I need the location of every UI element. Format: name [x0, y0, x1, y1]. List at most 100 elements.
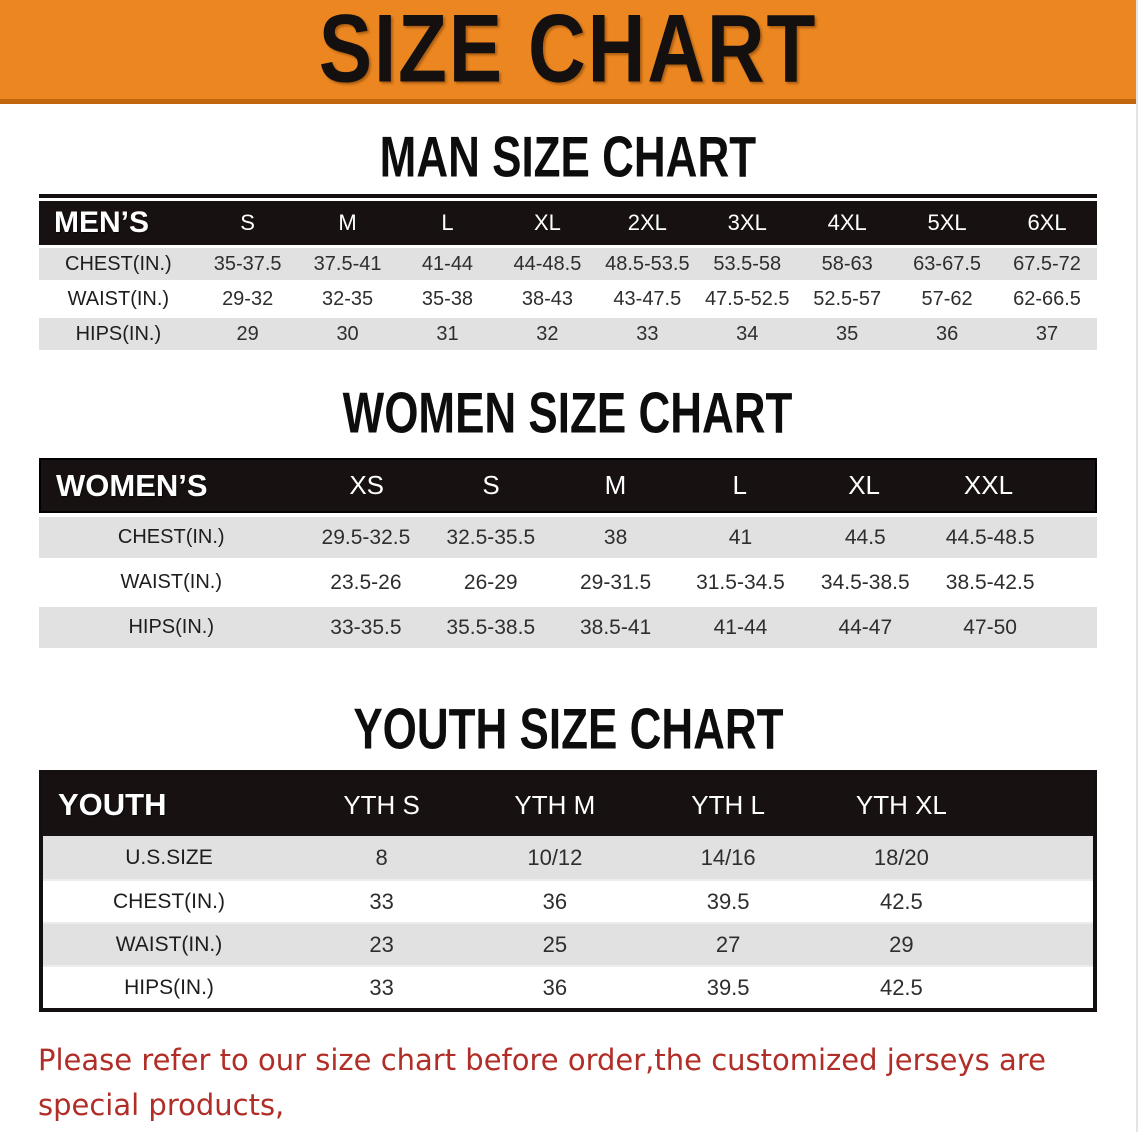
value-cell: 44-48.5	[513, 252, 582, 275]
value-cell: 30	[336, 322, 359, 345]
disclaimer-line-1: Please refer to our size chart before or…	[38, 1043, 1046, 1122]
size-column-header: L	[732, 470, 747, 500]
man-heading-text: MAN SIZE CHART	[379, 124, 757, 190]
size-column-header: M	[338, 210, 357, 235]
value-cell: 47-50	[963, 615, 1017, 639]
youth-size-table: YOUTH YTH S YTH M YTH L YTH XL U.S.SIZE 8 10/12…	[39, 770, 1097, 1012]
value-cell: 26-29	[463, 570, 518, 594]
row-label: HIPS(IN.)	[124, 975, 214, 999]
size-column-header: YTH M	[514, 789, 596, 820]
value-cell: 14/16	[700, 844, 756, 870]
value-cell: 29-32	[222, 287, 274, 310]
value-cell: 43-47.5	[613, 287, 682, 310]
value-cell: 57-62	[921, 287, 973, 310]
value-cell: 53.5-58	[713, 252, 782, 275]
man-section-heading: MAN SIZE CHART	[0, 125, 1136, 189]
row-label: CHEST(IN.)	[113, 889, 225, 913]
size-column-header: XL	[848, 470, 881, 500]
measurement-row: WAIST(IN.) 29-32 32-35 35-38 38-43 43-47.5 47.…	[39, 283, 1097, 315]
men-table-header-row: MEN’S S M L XL 2XL 3XL 4XL 5XL 6XL	[39, 201, 1097, 245]
measurement-row: HIPS(IN.) 29 30 31 32 33 34 35 36 37	[39, 318, 1097, 350]
women-size-table: WOMEN’S XS S M L XL XXL CHEST(IN.) 29.5-32.5 32.5…	[39, 458, 1097, 648]
value-cell: 10/12	[527, 844, 583, 870]
value-cell: 18/20	[873, 844, 929, 870]
measurement-row: WAIST(IN.) 23.5-26 26-29 29-31.5 31.5-34.5 34…	[39, 562, 1097, 603]
row-label: HIPS(IN.)	[75, 322, 162, 345]
value-cell: 38.5-42.5	[945, 570, 1035, 594]
value-cell: 33	[369, 974, 394, 1000]
size-column-header: YTH XL	[855, 789, 947, 820]
value-cell: 25	[542, 931, 568, 957]
size-column-header: XXL	[963, 470, 1014, 500]
row-label: U.S.SIZE	[125, 845, 213, 869]
value-cell: 23.5-26	[330, 570, 402, 594]
value-cell: 47.5-52.5	[705, 287, 790, 310]
value-cell: 48.5-53.5	[605, 252, 690, 275]
value-cell: 33	[636, 322, 659, 345]
value-cell: 44.5-48.5	[945, 525, 1035, 549]
value-cell: 29	[889, 931, 914, 957]
banner: SIZE CHART	[0, 0, 1136, 104]
value-cell: 36	[542, 888, 568, 914]
measurement-row: CHEST(IN.) 35-37.5 37.5-41 41-44 44-48.5 48.5…	[39, 248, 1097, 280]
women-section-heading: WOMEN SIZE CHART	[0, 381, 1136, 445]
value-cell: 35.5-38.5	[446, 615, 536, 639]
value-cell: 8	[375, 844, 388, 870]
value-cell: 29.5-32.5	[321, 525, 411, 549]
value-cell: 23	[369, 931, 394, 957]
size-column-header: XL	[533, 210, 561, 235]
value-cell: 37	[1035, 322, 1059, 345]
youth-section-heading: YOUTH SIZE CHART	[0, 697, 1136, 761]
value-cell: 33	[369, 888, 394, 914]
value-cell: 34.5-38.5	[820, 570, 910, 594]
table-corner-label: YOUTH	[58, 787, 167, 822]
value-cell: 36	[542, 974, 568, 1000]
table-corner-label: MEN’S	[54, 206, 150, 239]
size-column-header: S	[482, 470, 500, 500]
size-column-header: XS	[349, 470, 385, 500]
value-cell: 67.5-72	[1013, 252, 1081, 275]
row-label: CHEST(IN.)	[65, 252, 172, 275]
value-cell: 39.5	[706, 888, 750, 914]
size-column-header: 6XL	[1027, 210, 1067, 235]
measurement-row: U.S.SIZE 8 10/12 14/16 18/20	[43, 836, 1093, 879]
value-cell: 62-66.5	[1013, 287, 1081, 310]
value-cell: 32-35	[321, 287, 374, 310]
measurement-row: CHEST(IN.) 29.5-32.5 32.5-35.5 38 41 44.5 44.5…	[39, 517, 1097, 558]
value-cell: 39.5	[706, 974, 750, 1000]
row-label: CHEST(IN.)	[117, 526, 225, 548]
row-label: WAIST(IN.)	[120, 571, 222, 593]
size-column-header: S	[240, 210, 255, 235]
value-cell: 52.5-57	[813, 287, 882, 310]
disclaimer-line-2: we don't accept cancel, change, teturn o…	[38, 1128, 1098, 1132]
size-column-header: L	[441, 210, 454, 235]
value-cell: 31	[436, 322, 459, 345]
value-cell: 27	[715, 931, 741, 957]
women-table-header-row: WOMEN’S XS S M L XL XXL	[39, 458, 1097, 513]
value-cell: 38.5-41	[579, 615, 652, 639]
value-cell: 35-37.5	[213, 252, 282, 275]
size-column-header: YTH S	[343, 789, 420, 820]
value-cell: 32	[536, 322, 559, 345]
value-cell: 41-44	[713, 615, 768, 639]
value-cell: 37.5-41	[313, 252, 382, 275]
value-cell: 35	[836, 322, 859, 345]
row-label: WAIST(IN.)	[67, 287, 170, 310]
value-cell: 41-44	[421, 252, 474, 275]
row-label: WAIST(IN.)	[115, 932, 223, 956]
measurement-row: WAIST(IN.) 23 25 27 29	[43, 922, 1093, 965]
value-cell: 38	[603, 525, 628, 549]
measurement-row: HIPS(IN.) 33-35.5 35.5-38.5 38.5-41 41-44 44-…	[39, 607, 1097, 648]
value-cell: 44-47	[838, 615, 893, 639]
value-cell: 29-31.5	[579, 570, 652, 594]
value-cell: 31.5-34.5	[696, 570, 785, 594]
row-label: HIPS(IN.)	[128, 616, 215, 638]
men-size-table: MEN’S S M L XL 2XL 3XL 4XL 5XL 6XL CHEST(IN.) 35-37…	[39, 194, 1097, 350]
youth-table-header-row: YOUTH YTH S YTH M YTH L YTH XL	[43, 774, 1093, 836]
value-cell: 29	[236, 322, 259, 345]
size-column-header: 3XL	[727, 210, 767, 235]
banner-title: SIZE CHART	[318, 0, 818, 103]
value-cell: 38-43	[521, 287, 573, 310]
size-column-header: 2XL	[627, 210, 667, 235]
table-corner-label: WOMEN’S	[56, 467, 208, 503]
